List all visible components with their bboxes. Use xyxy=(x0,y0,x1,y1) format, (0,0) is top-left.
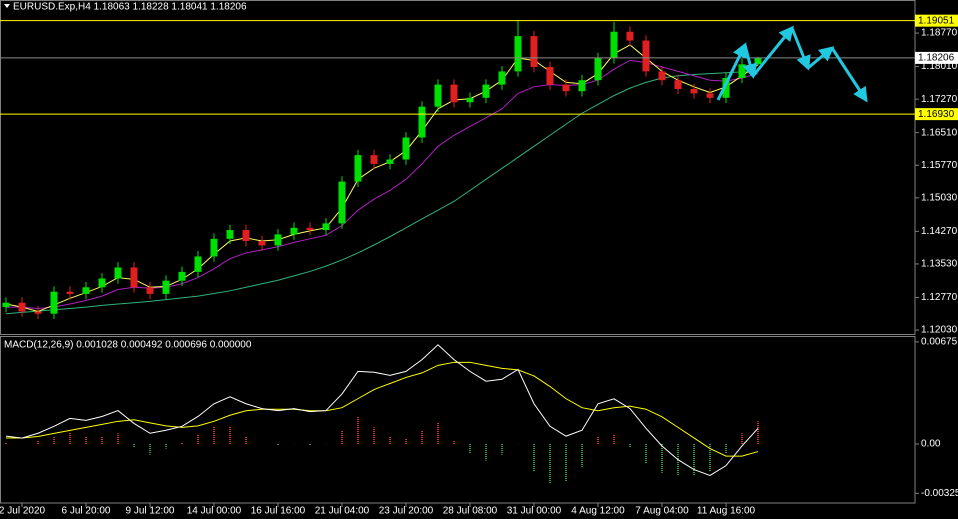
y-tick-label: 1.17270 xyxy=(921,94,958,105)
price-level-box xyxy=(915,108,958,121)
candle-body xyxy=(658,71,666,81)
macd-frame xyxy=(0,336,916,504)
candle-body xyxy=(546,66,554,85)
candle-body xyxy=(50,291,58,314)
candle-body xyxy=(274,234,282,246)
y-tick-label: 1.18010 xyxy=(921,61,958,72)
candle-body xyxy=(610,31,618,59)
price-level-label: 1.18206 xyxy=(918,53,955,64)
candle-body xyxy=(322,223,330,231)
signal-line xyxy=(6,361,759,457)
macd-title: MACD(12,26,9) 0.001028 0.000492 0.000696… xyxy=(4,340,252,351)
x-tick-label: 14 Jul 00:00 xyxy=(187,506,242,517)
candle-body xyxy=(722,77,730,98)
x-tick-label: 6 Jul 20:00 xyxy=(62,506,111,517)
y-tick-label: 1.13530 xyxy=(921,259,958,270)
candle-body xyxy=(18,302,26,312)
x-tick-label: 31 Jul 00:00 xyxy=(507,506,562,517)
candle-body xyxy=(514,36,522,72)
candle-body xyxy=(674,80,682,90)
candle-body xyxy=(706,93,714,98)
x-tick-label: 16 Jul 16:00 xyxy=(251,506,306,517)
candle-body xyxy=(482,84,490,98)
candle-body xyxy=(194,256,202,272)
menu-triangle xyxy=(4,4,10,8)
candle-body xyxy=(738,64,746,78)
x-tick-label: 21 Jul 04:00 xyxy=(315,506,370,517)
candle-body xyxy=(210,238,218,257)
candle-body xyxy=(258,241,266,246)
chart-title: EURUSD.Exp,H4 1.18063 1.18228 1.18041 1.… xyxy=(13,2,247,13)
candle-body xyxy=(34,311,42,314)
y-tick-label: 1.15770 xyxy=(921,160,958,171)
candle-body xyxy=(98,278,106,288)
candle-body xyxy=(178,271,186,281)
candle-body xyxy=(690,89,698,94)
price-level-box xyxy=(915,14,958,27)
candle-body xyxy=(162,280,170,294)
candle-body xyxy=(386,159,394,164)
price-frame xyxy=(0,0,916,335)
y-tick-label: -0.003256 xyxy=(921,488,958,499)
y-tick-label: 1.16510 xyxy=(921,127,958,138)
y-tick-label: 0.00 xyxy=(921,439,941,450)
forecast-arrow xyxy=(742,44,758,79)
candle-body xyxy=(466,97,474,103)
candle-body xyxy=(530,36,538,67)
candle-body xyxy=(130,267,138,288)
candle-body xyxy=(578,80,586,92)
candle-body xyxy=(290,227,298,235)
candle-body xyxy=(82,287,90,294)
forecast-arrow xyxy=(807,46,835,70)
candle-body xyxy=(338,181,346,224)
candle-body xyxy=(626,31,634,41)
y-tick-label: 1.14270 xyxy=(921,226,958,237)
candle-body xyxy=(402,137,410,160)
candle-body xyxy=(242,230,250,242)
forecast-arrow xyxy=(716,42,747,101)
candle-body xyxy=(370,155,378,164)
y-tick-label: 1.18770 xyxy=(921,28,958,39)
x-tick-label: 2 Jul 2020 xyxy=(0,506,46,517)
candle-body xyxy=(642,40,650,72)
y-tick-label: 1.12770 xyxy=(921,292,958,303)
candle-body xyxy=(306,227,314,231)
y-tick-label: 1.12030 xyxy=(921,325,958,336)
price-level-label: 1.16930 xyxy=(918,109,955,120)
moving-average xyxy=(5,70,759,315)
x-tick-label: 11 Aug 16:00 xyxy=(697,506,756,517)
candle-body xyxy=(562,84,570,92)
candle-body xyxy=(418,106,426,138)
x-tick-label: 28 Jul 08:00 xyxy=(443,506,498,517)
candle-body xyxy=(354,155,362,182)
forecast-arrow xyxy=(790,27,811,71)
candle-body xyxy=(434,84,442,107)
candle-body xyxy=(146,287,154,294)
candle-body xyxy=(754,57,762,65)
candle-body xyxy=(450,84,458,103)
candle-body xyxy=(2,302,10,308)
x-tick-label: 9 Jul 12:00 xyxy=(126,506,175,517)
candle-body xyxy=(66,291,74,294)
candle-body xyxy=(114,267,122,279)
y-tick-label: 1.15030 xyxy=(921,192,958,203)
price-level-label: 1.19051 xyxy=(918,15,955,26)
price-level-box xyxy=(915,51,958,64)
candle-body xyxy=(498,71,506,85)
candle-body xyxy=(594,58,602,81)
x-tick-label: 4 Aug 12:00 xyxy=(571,506,625,517)
x-tick-label: 7 Aug 04:00 xyxy=(635,506,689,517)
forecast-arrow xyxy=(751,25,794,77)
moving-average xyxy=(6,59,759,309)
y-tick-label: 0.006751 xyxy=(921,337,958,348)
x-tick-label: 23 Jul 20:00 xyxy=(379,506,434,517)
forecast-arrow xyxy=(830,47,868,103)
candle-body xyxy=(226,230,234,239)
macd-line xyxy=(5,344,759,477)
